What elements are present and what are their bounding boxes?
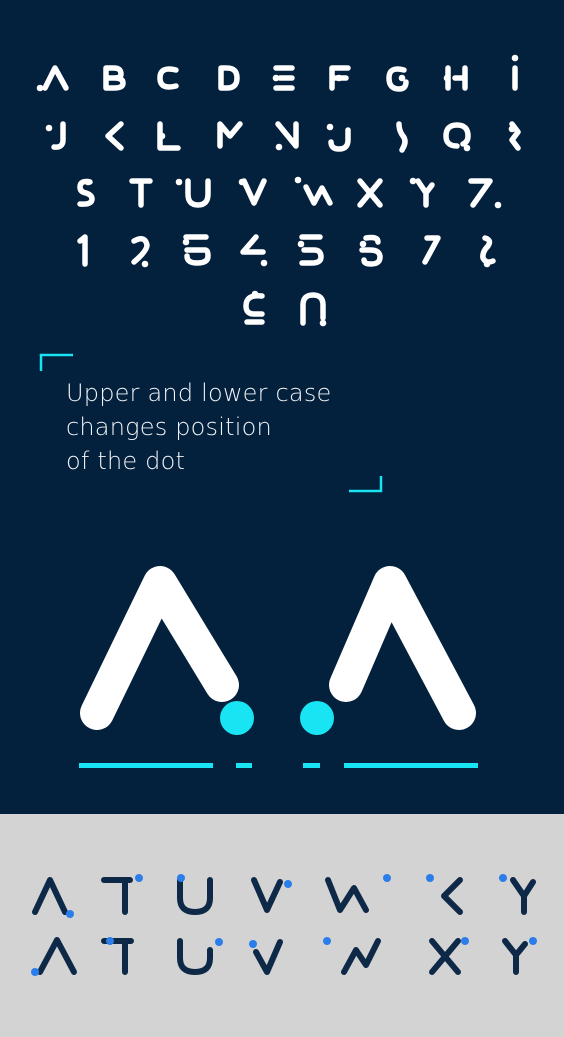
- glyph-K: [105, 121, 124, 151]
- glyph-T: [129, 178, 153, 208]
- compare-row2-X: [429, 938, 461, 975]
- caption-line-3: of the dot: [66, 447, 186, 475]
- glyph-B: [103, 65, 126, 91]
- glyph-Z: [468, 178, 493, 208]
- glyph-3: [183, 234, 211, 266]
- demo-letter-lowercase-a: [329, 566, 476, 730]
- compare-row1-A: [32, 877, 68, 915]
- glyph-0: [300, 292, 326, 326]
- compare-row1-T: [101, 877, 133, 915]
- glyph-W: [303, 184, 333, 206]
- glyph-O: [328, 127, 351, 152]
- dark-panel: Upper and lower case changes position of…: [0, 0, 564, 814]
- glyph-specimen: [36, 54, 521, 768]
- glyph-4: [240, 234, 266, 255]
- glyph-E: [273, 65, 295, 91]
- glyph-8: [480, 235, 496, 265]
- glyph-J: [51, 121, 66, 150]
- demo-letters: [80, 566, 476, 730]
- glyph-6: [359, 234, 383, 267]
- glyph-Q: [443, 122, 471, 149]
- glyph-U: [185, 178, 211, 208]
- glyph-C: [157, 66, 179, 90]
- caption-line-1: Upper and lower case: [66, 379, 332, 407]
- glyph-5: [299, 234, 324, 266]
- compare-row1-V: [251, 877, 283, 913]
- compare-row2-A: [37, 937, 77, 975]
- comparison-dots: [31, 874, 537, 976]
- compare-row1-W: [325, 877, 369, 913]
- lowercase-dot: [300, 701, 334, 735]
- glyph-P: [396, 121, 408, 153]
- glyph-N: [275, 121, 299, 149]
- glyph-M: [217, 121, 243, 149]
- glyph-V: [241, 178, 267, 206]
- compare-row2-U: [177, 938, 213, 975]
- frame-corner-top-left: [39, 353, 73, 371]
- glyph-9: [243, 292, 265, 325]
- glyph-7: [422, 235, 441, 265]
- compare-row2-W: [341, 938, 381, 975]
- compare-row1-Y: [510, 877, 536, 915]
- glyph-A: [42, 65, 69, 91]
- glyph-H: [445, 65, 468, 91]
- compare-row2-V: [253, 939, 283, 975]
- glyph-2: [131, 236, 150, 265]
- caption-frame: [39, 353, 383, 493]
- compare-row1-X: [441, 877, 463, 915]
- uppercase-dot: [220, 701, 254, 735]
- glyph-G: [386, 66, 409, 92]
- compare-row2-T: [101, 938, 134, 975]
- glyph-Y: [415, 178, 435, 208]
- compare-row2-Y: [502, 938, 528, 975]
- compare-row1-U: [177, 877, 213, 915]
- light-panel: [0, 814, 564, 1037]
- caption: Upper and lower case changes position of…: [66, 376, 386, 478]
- glyph-L: [157, 121, 181, 151]
- caption-line-2: changes position: [66, 413, 272, 441]
- glyph-1: [77, 234, 88, 267]
- dot-position-comparison: [31, 874, 537, 976]
- glyph-X: [357, 178, 383, 208]
- demo-letter-uppercase-a: [80, 566, 239, 730]
- frame-corner-bottom-right: [349, 476, 383, 493]
- glyph-S: [77, 178, 95, 207]
- glyph-D: [218, 65, 240, 91]
- baseline-markers: [79, 763, 478, 768]
